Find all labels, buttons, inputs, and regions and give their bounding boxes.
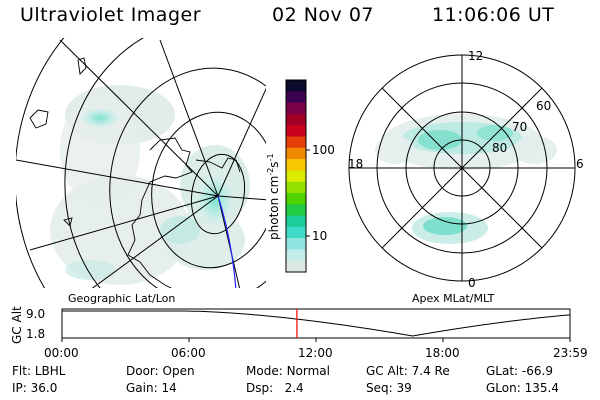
info-filter: Flt: LBHL	[12, 364, 66, 378]
apex-aurora-emission	[375, 114, 557, 244]
color-scale-segment	[286, 238, 306, 250]
altitude-trace	[62, 310, 571, 337]
color-scale-segment	[286, 181, 306, 194]
color-scale-segment	[286, 91, 306, 104]
color-scale-segment	[286, 102, 306, 115]
image-date: 02 Nov 07	[272, 4, 375, 26]
apex-lat-label-70: 70	[512, 120, 527, 134]
filter-value: LBHL	[34, 364, 66, 378]
altitude-xtick-00: 00:00	[44, 346, 79, 360]
glon-value: 135.4	[524, 381, 559, 395]
info-dsp: Dsp: 2.4	[246, 381, 304, 395]
gain-value: 14	[161, 381, 177, 395]
color-scale-label-10: 10	[312, 229, 327, 243]
apex-mlt-label-18: 18	[348, 157, 363, 171]
apex-lat-label-80: 80	[492, 141, 507, 155]
altitude-xtick-2359: 23:59	[553, 346, 588, 360]
geo-longitude-lines	[16, 39, 266, 288]
apex-mlt-label-0: 0	[468, 276, 476, 290]
color-scale-segment	[286, 215, 306, 228]
color-scale-label-100: 100	[312, 143, 335, 157]
color-scale-frame	[285, 79, 307, 273]
color-scale-segment	[286, 125, 306, 137]
color-scale-bar	[286, 80, 306, 273]
color-scale-segment	[286, 260, 306, 273]
info-glat: GLat: -66.9	[486, 364, 553, 378]
color-scale-segment	[286, 113, 306, 126]
door-value: Open	[162, 364, 195, 378]
info-glon: GLon: 135.4	[486, 381, 559, 395]
altitude-x-ticks	[61, 338, 571, 342]
image-time: 11:06:06 UT	[432, 4, 555, 26]
altitude-ytick-9: 9.0	[26, 307, 45, 321]
altitude-ylabel: GC Alt	[10, 306, 24, 344]
info-seq: Seq: 39	[366, 381, 412, 395]
altitude-plot: 9.0 1.8 GC Alt 00:00 06:00 12:00 18:00 2…	[10, 306, 588, 360]
seq-value: 39	[396, 381, 412, 395]
geo-coastlines	[29, 57, 241, 288]
color-scale-segment	[286, 80, 306, 92]
altitude-xtick-18: 18:00	[425, 346, 460, 360]
info-gain: Gain: 14	[126, 381, 177, 395]
ip-value: 36.0	[30, 381, 58, 395]
info-gc-alt: GC Alt: 7.4 Re	[366, 364, 450, 378]
info-ip: IP: 36.0	[12, 381, 58, 395]
color-scale-segment	[286, 249, 306, 262]
geo-meridian-line	[217, 195, 237, 288]
color-scale-segment	[286, 204, 306, 217]
apex-mlt-label-12: 12	[468, 49, 483, 63]
color-scale-unit: photon cm-2s-1	[266, 153, 281, 240]
instrument-title: Ultraviolet Imager	[20, 4, 202, 26]
color-scale-segment	[286, 136, 306, 149]
color-scale-segment	[286, 192, 306, 205]
altitude-xtick-06: 06:00	[171, 346, 206, 360]
color-scale-segment	[286, 159, 306, 171]
info-mode: Mode: Normal	[246, 364, 330, 378]
apex-polar-plot: 12 18 6 0 60 70 80	[348, 49, 584, 290]
apex-lat-label-60: 60	[536, 99, 551, 113]
altitude-xtick-12: 12:00	[298, 346, 333, 360]
dsp-value: 2.4	[284, 381, 304, 395]
mode-value: Normal	[286, 364, 330, 378]
apex-mlt-label-6: 6	[576, 157, 584, 171]
color-scale-segment	[286, 226, 306, 239]
geographic-map	[16, 38, 266, 288]
info-door: Door: Open	[126, 364, 195, 378]
apex-panel-label: Apex MLat/MLT	[412, 292, 495, 305]
color-scale-segment	[286, 170, 306, 183]
geo-panel-label: Geographic Lat/Lon	[68, 292, 175, 305]
apex-grid	[348, 54, 576, 282]
altitude-ytick-1-8: 1.8	[26, 327, 45, 341]
glat-value: -66.9	[521, 364, 553, 378]
gc-alt-value: 7.4 Re	[411, 364, 450, 378]
color-scale-segment	[286, 147, 306, 160]
